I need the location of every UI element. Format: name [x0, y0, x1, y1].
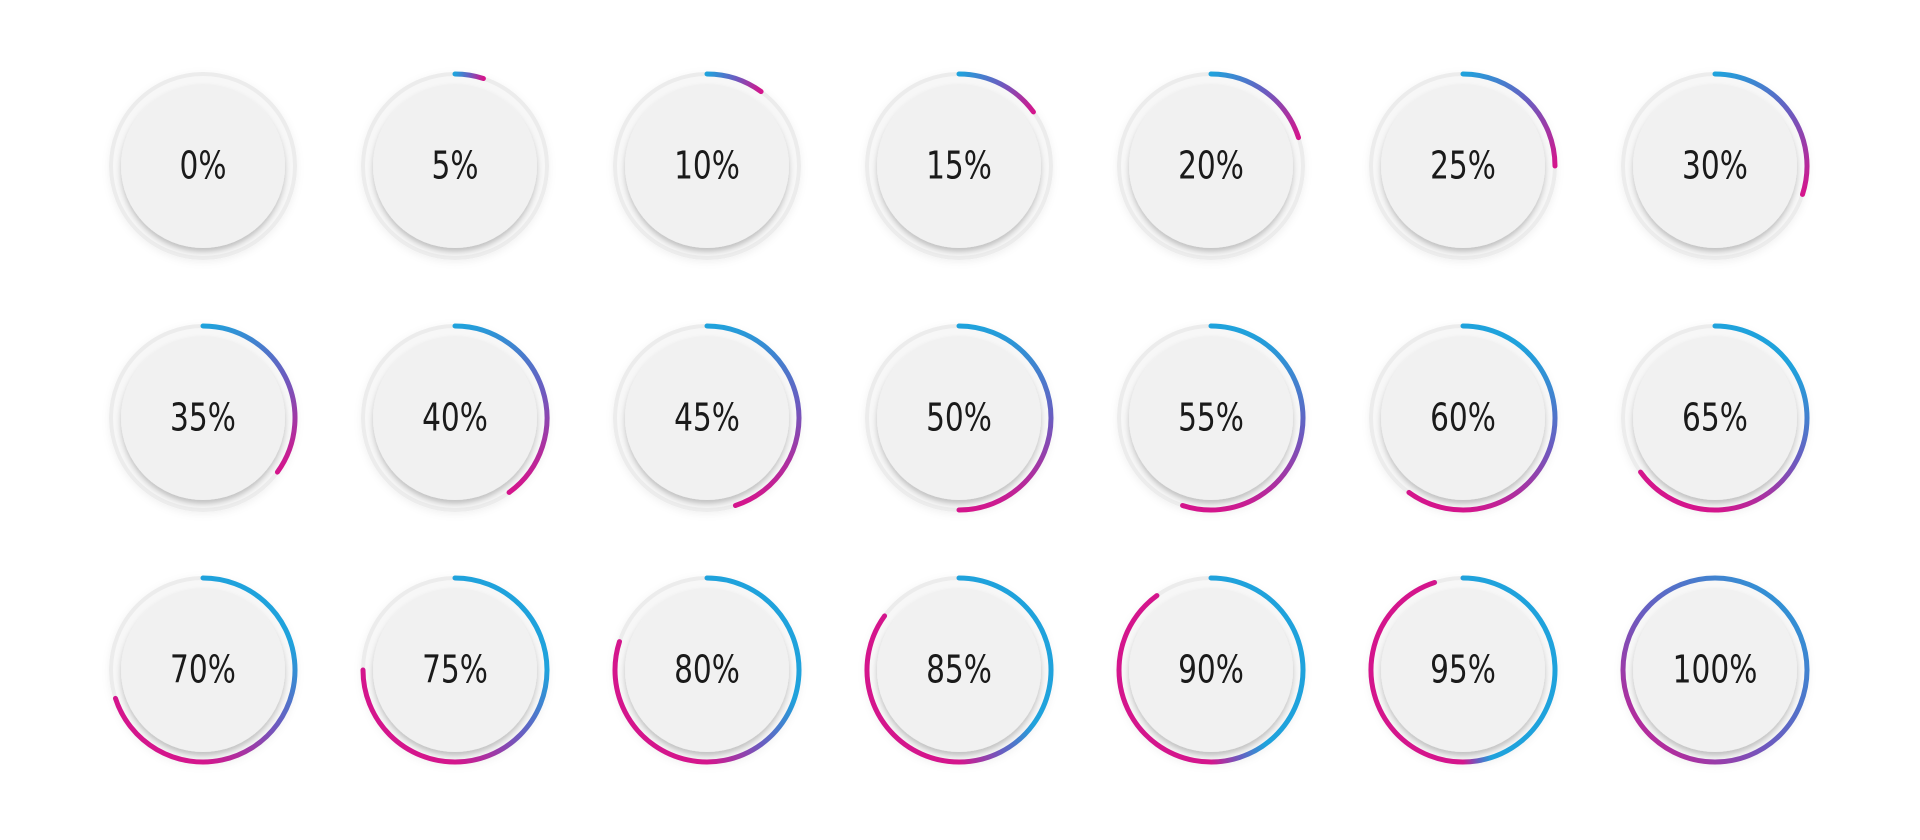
gauge-disc: [373, 84, 537, 248]
gauge-disc: [877, 84, 1041, 248]
gauge-10: 10%: [613, 71, 801, 260]
gauge-progress-arc: [1620, 575, 1810, 765]
gauge-75: 75%: [360, 575, 550, 765]
gauge-progress-arc: [956, 323, 1054, 513]
gauge-progress-arc: [1116, 575, 1306, 765]
gauge-percent-label: 45%: [674, 396, 740, 441]
gauge-percent-label: 0%: [179, 144, 226, 189]
gauge-percent-label: 50%: [926, 396, 992, 441]
gauge-progress-arc: [704, 71, 764, 95]
gauge-disc: [1633, 588, 1797, 752]
gauge-percent-label: 90%: [1178, 648, 1244, 693]
gauge-percent-label: 65%: [1682, 396, 1748, 441]
gauge-percent-label: 70%: [170, 648, 236, 693]
gauge-70: 70%: [109, 575, 298, 765]
gauge-60: 60%: [1369, 323, 1558, 513]
gauge-progress-arc: [704, 323, 802, 508]
gauge-disc: [1129, 336, 1293, 500]
gauge-disc: [121, 336, 285, 500]
gauge-progress-arc: [1208, 71, 1301, 141]
gauge-percent-label: 80%: [674, 648, 740, 693]
gauge-percent-label: 20%: [1178, 144, 1244, 189]
gauge-progress-arc: [1406, 323, 1558, 513]
gauge-95: 95%: [1368, 575, 1558, 765]
gauge-progress-arc: [113, 575, 298, 765]
gauge-percent-label: 100%: [1673, 648, 1758, 693]
gauge-85: 85%: [864, 575, 1054, 765]
gauge-percent-label: 25%: [1430, 144, 1496, 189]
gauge-disc: [1633, 84, 1797, 248]
gauge-progress-arc: [1712, 71, 1810, 197]
gauge-50: 50%: [865, 323, 1054, 513]
gauge-disc: [1381, 336, 1545, 500]
gauge-progress-arc: [612, 575, 802, 765]
gauge-percent-label: 30%: [1682, 144, 1748, 189]
gauge-disc: [1129, 588, 1293, 752]
gauge-percent-label: 60%: [1430, 396, 1496, 441]
gauge-5: 5%: [361, 71, 549, 260]
gauge-0: 0%: [109, 72, 297, 260]
gauge-30: 30%: [1621, 71, 1810, 260]
gauge-progress-arc: [956, 71, 1036, 115]
gauge-45: 45%: [613, 323, 802, 512]
gauge-disc: [625, 336, 789, 500]
gauge-percent-label: 75%: [422, 648, 488, 693]
gauge-80: 80%: [612, 575, 802, 765]
gauge-65: 65%: [1621, 323, 1810, 513]
gauge-55: 55%: [1117, 323, 1306, 513]
gauge-90: 90%: [1116, 575, 1306, 765]
gauge-disc: [625, 588, 789, 752]
gauge-progress-arc: [452, 71, 486, 82]
gauge-disc: [121, 588, 285, 752]
gauge-percent-label: 15%: [926, 144, 992, 189]
gauge-percent-label: 55%: [1178, 396, 1244, 441]
gauge-disc: [625, 84, 789, 248]
gauge-20: 20%: [1117, 71, 1305, 260]
gauge-disc: [1633, 336, 1797, 500]
gauge-progress-arc: [200, 323, 298, 475]
gauge-disc: [1381, 588, 1545, 752]
gauge-progress-arc: [864, 575, 1054, 765]
gauge-progress-arc: [1638, 323, 1810, 513]
gauge-progress-arc: [1180, 323, 1306, 513]
gauge-25: 25%: [1369, 71, 1558, 260]
gauge-percent-label: 95%: [1430, 648, 1496, 693]
gauge-disc: [121, 84, 285, 248]
gauge-percent-label: 40%: [422, 396, 488, 441]
gauge-disc: [1129, 84, 1293, 248]
gauge-disc: [877, 588, 1041, 752]
gauge-100: 100%: [1620, 575, 1810, 765]
gauge-progress-arc: [452, 323, 550, 495]
gauge-disc: [373, 336, 537, 500]
gauge-progress-arc: [1368, 575, 1558, 765]
gauge-percent-label: 35%: [170, 396, 236, 441]
gauge-15: 15%: [865, 71, 1053, 260]
gauge-progress-arc: [360, 575, 550, 765]
gauge-disc: [373, 588, 537, 752]
gauge-35: 35%: [109, 323, 298, 512]
gauge-disc: [1381, 84, 1545, 248]
gauge-disc: [877, 336, 1041, 500]
gauge-progress-arc: [1460, 71, 1558, 169]
gauge-40: 40%: [361, 323, 550, 512]
gauge-percent-label: 5%: [431, 144, 478, 189]
gauge-percent-label: 85%: [926, 648, 992, 693]
gauge-percent-label: 10%: [674, 144, 740, 189]
